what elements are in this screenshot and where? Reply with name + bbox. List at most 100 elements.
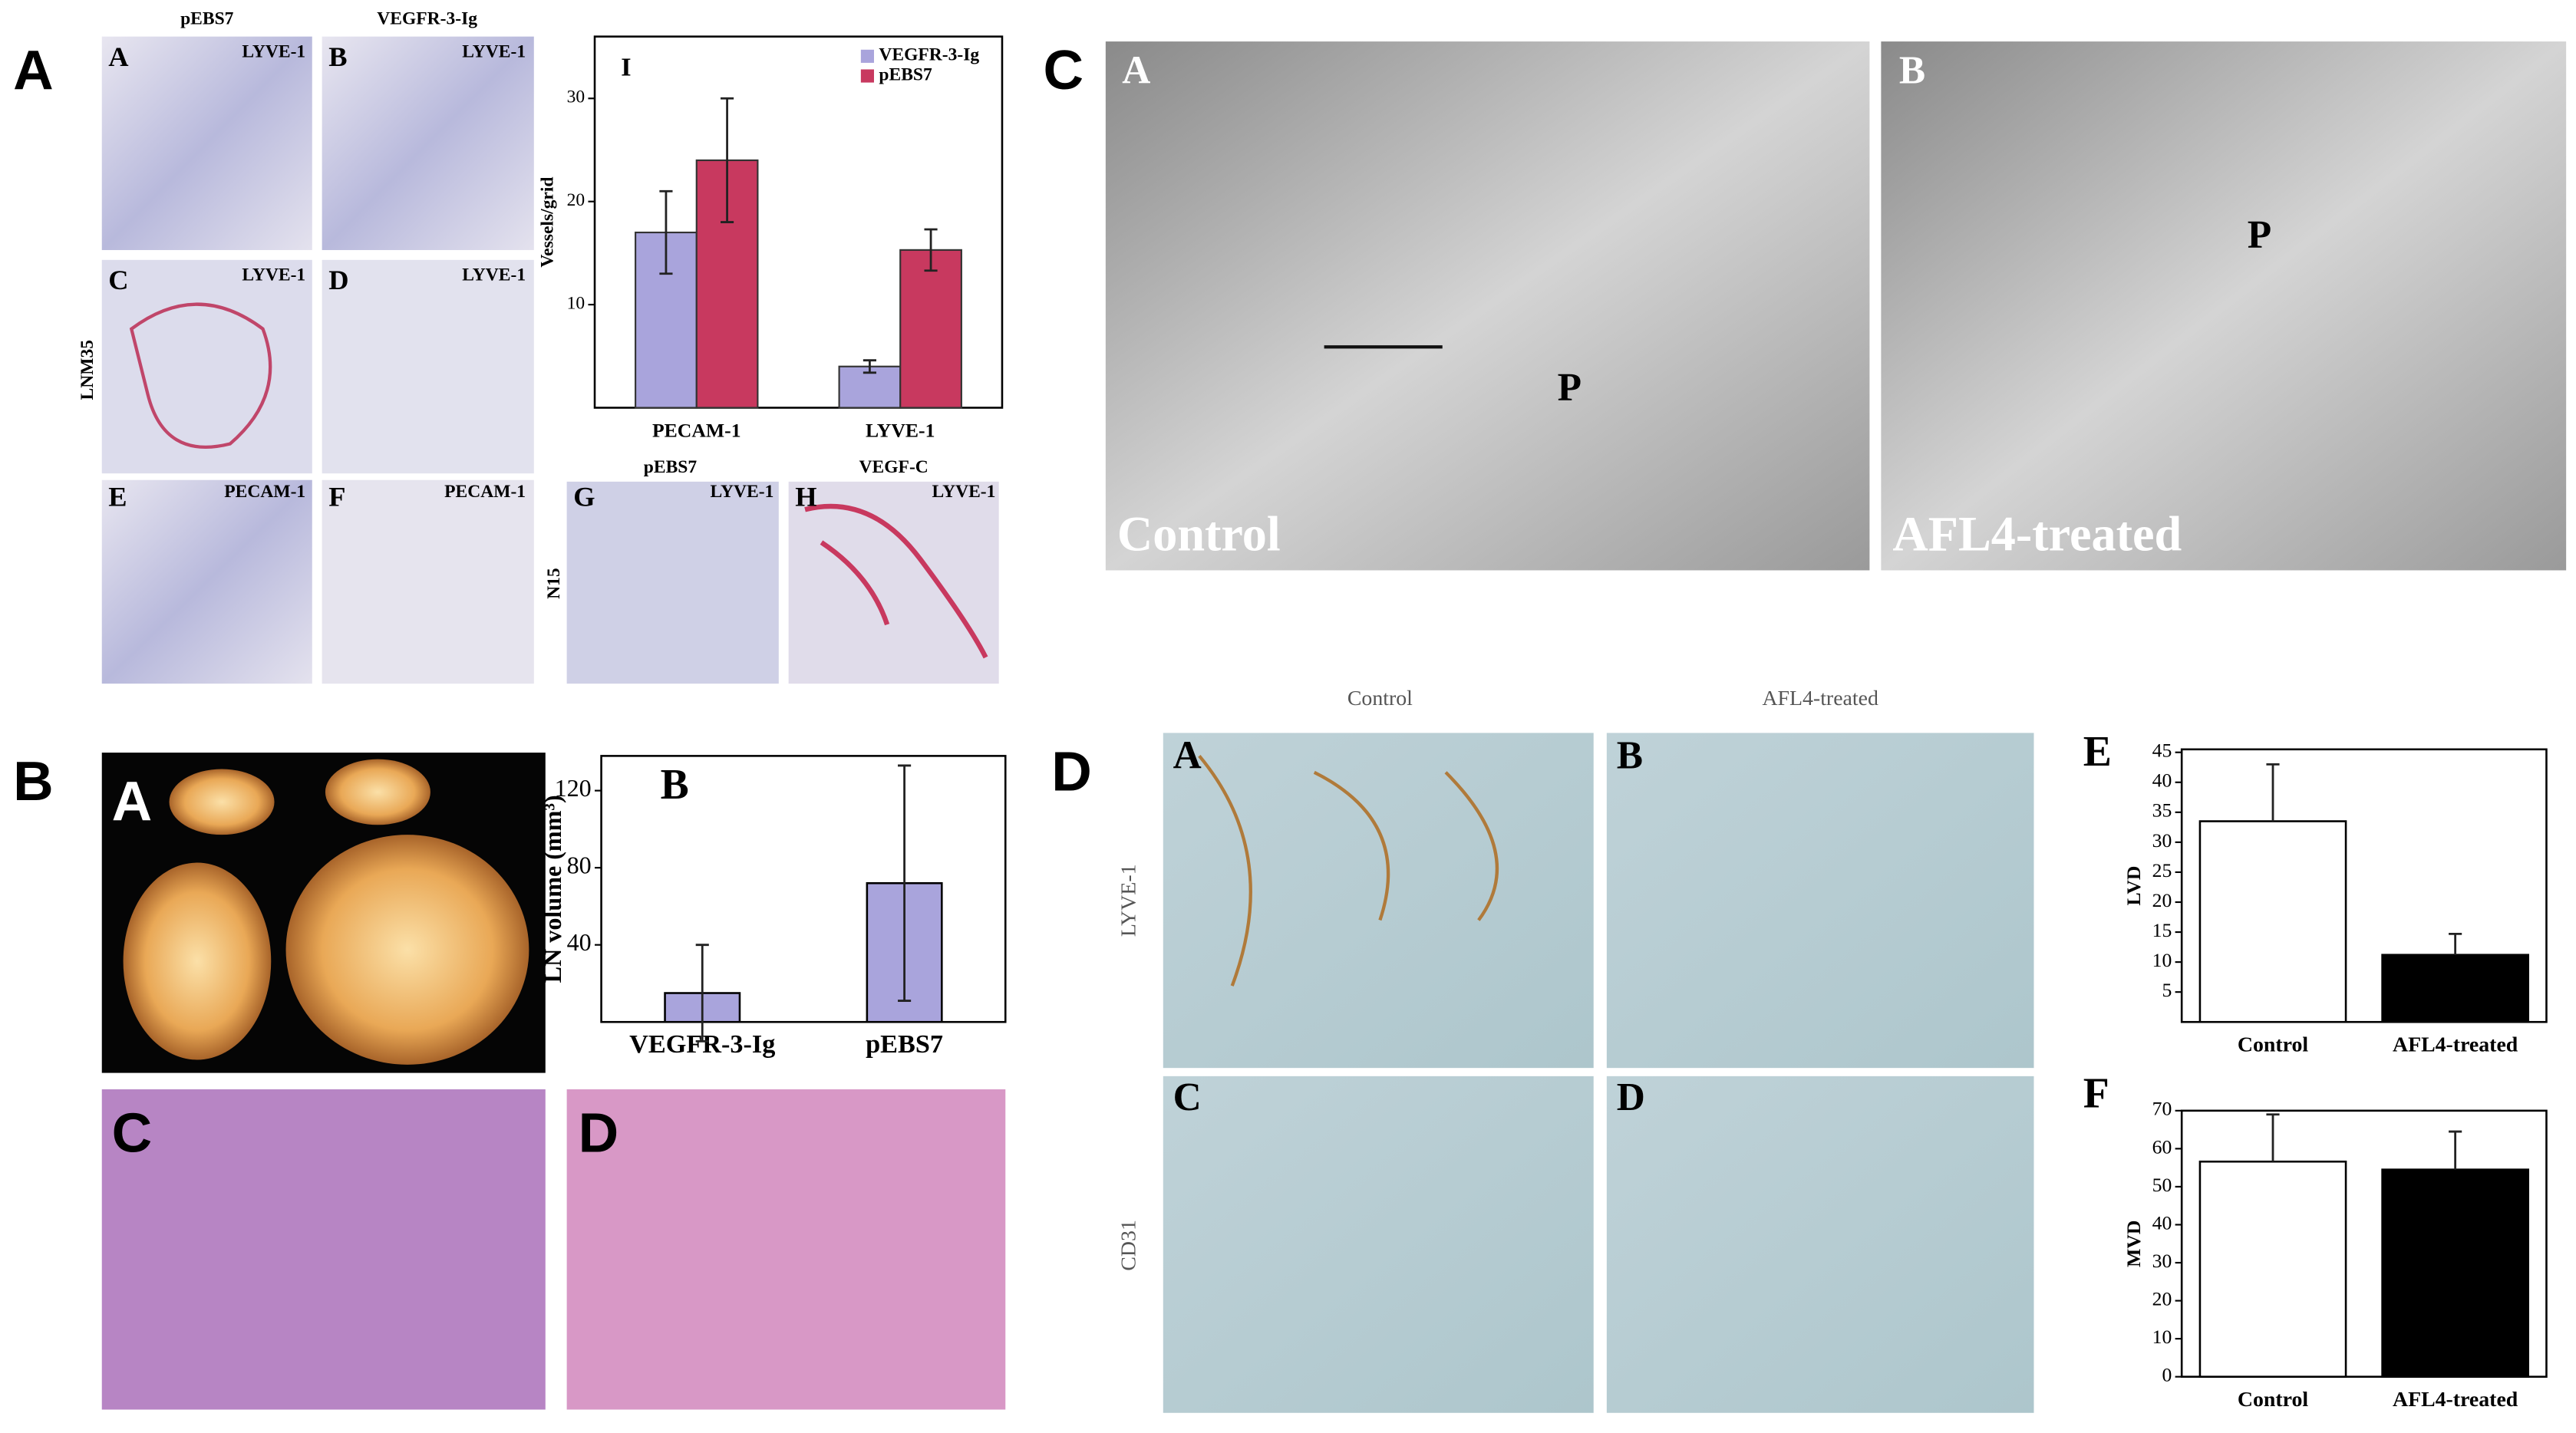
y-tick-label: 120 [555, 774, 592, 802]
plot-frame [593, 35, 1004, 409]
bar [2198, 820, 2347, 1023]
y-tick-label: 50 [2152, 1174, 2172, 1196]
y-axis-label: LN volume (mm³) [539, 795, 566, 983]
micrograph [566, 481, 779, 684]
stain-label: PECAM-1 [444, 482, 526, 502]
stain-label: PECAM-1 [224, 482, 305, 502]
column-header: Control [1347, 687, 1413, 710]
image-letter: C [108, 265, 128, 295]
y-tick-label: 0 [2162, 1364, 2172, 1386]
micrograph [1163, 1076, 1594, 1413]
y-tick-label: 60 [2152, 1135, 2172, 1158]
image-letter: A [112, 770, 153, 832]
row-label: CD31 [1116, 1220, 1140, 1271]
y-tick-label: 45 [2152, 740, 2172, 762]
stain-label: LYVE-1 [932, 482, 996, 502]
column-header: pEBS7 [644, 457, 698, 477]
error-bar [659, 189, 673, 275]
bar [2381, 1168, 2529, 1378]
x-tick-label: AFL4-treated [2393, 1033, 2518, 1057]
error-bar [863, 359, 876, 374]
row-label: LNM35 [78, 340, 97, 400]
y-tick-label: 10 [567, 294, 585, 314]
panel-letter: B [13, 750, 54, 812]
x-tick-label: LYVE-1 [866, 420, 935, 442]
micrograph [322, 36, 534, 250]
panel-label: F [2083, 1069, 2109, 1117]
image-letter: D [1617, 1076, 1645, 1119]
stain-label: LYVE-1 [462, 41, 526, 61]
panel-letter: A [13, 39, 54, 101]
error-bar [898, 764, 912, 1002]
image-letter: D [579, 1102, 619, 1164]
photo [1105, 41, 1870, 571]
lymph-node [169, 769, 275, 835]
y-tick-label: 30 [2152, 1250, 2172, 1272]
bar [2381, 954, 2529, 1023]
micrograph [1163, 733, 1594, 1069]
image-letter: B [1899, 49, 1925, 93]
stain-label: LYVE-1 [462, 265, 526, 285]
micrograph [101, 36, 312, 250]
plot-frame [2180, 1109, 2548, 1378]
micrograph [1606, 1076, 2034, 1413]
vessel [804, 503, 988, 659]
lymph-node [325, 759, 430, 825]
image-letter: H [795, 482, 816, 512]
image-letter: B [328, 41, 347, 72]
y-axis-label: MVD [2122, 1221, 2145, 1267]
column-header: VEGFR-3-Ig [377, 9, 477, 29]
plot-frame [2180, 748, 2548, 1023]
y-tick-label: 70 [2152, 1098, 2172, 1120]
row-label: LYVE-1 [1116, 864, 1140, 937]
image-letter: E [108, 482, 127, 512]
x-tick-label: AFL4-treated [2393, 1388, 2518, 1412]
stain-label: LYVE-1 [242, 265, 305, 285]
image-letter: A [108, 41, 128, 72]
image-letter: A [1173, 733, 1202, 777]
micrograph [566, 1089, 1006, 1410]
y-tick-label: 20 [2152, 889, 2172, 911]
error-bar [2266, 1113, 2280, 1162]
y-tick-label: 10 [2152, 1326, 2172, 1348]
y-tick-label: 40 [2152, 1211, 2172, 1234]
bar [2198, 1160, 2347, 1378]
error-bar [2266, 763, 2280, 822]
column-header: pEBS7 [180, 9, 234, 29]
panel-label: I [621, 52, 631, 81]
y-tick-label: 20 [2152, 1287, 2172, 1309]
micrograph [322, 479, 534, 684]
caption: Control [1117, 507, 1281, 562]
micrograph [322, 259, 534, 474]
micrograph [1606, 733, 2034, 1069]
panel-label: B [661, 761, 689, 809]
x-tick-label: PECAM-1 [652, 420, 741, 442]
y-tick-label: 15 [2152, 919, 2172, 941]
y-tick-label: 80 [567, 852, 592, 879]
error-bar [695, 944, 709, 1043]
image-letter: A [1122, 49, 1150, 93]
panel-label: E [2083, 728, 2112, 776]
mark: P [1558, 366, 1582, 410]
y-tick-label: 35 [2152, 799, 2172, 822]
panel-letter: D [1051, 740, 1092, 802]
error-bar [924, 228, 938, 272]
lymph-node [123, 862, 272, 1060]
y-tick-label: 30 [567, 87, 585, 107]
column-header: VEGF-C [859, 457, 928, 477]
y-tick-label: 5 [2162, 979, 2172, 1001]
x-tick-label: pEBS7 [866, 1029, 943, 1059]
row-label: N15 [544, 568, 564, 599]
image-letter: B [1617, 733, 1643, 777]
x-tick-label: Control [2238, 1033, 2309, 1057]
image-letter: C [1173, 1076, 1202, 1119]
y-tick-label: 25 [2152, 859, 2172, 881]
labels: A B C D pEBS7 VEGFR-3-Ig LNM35 pEBS7 VEG… [13, 9, 2271, 1271]
image-letter: F [328, 482, 345, 512]
y-axis-label: LVD [2122, 866, 2145, 906]
error-bar [2449, 933, 2462, 955]
image-letter: C [112, 1102, 153, 1164]
stain-label: LYVE-1 [242, 41, 305, 61]
plot-frame [600, 755, 1007, 1023]
vessel [1198, 755, 1499, 987]
